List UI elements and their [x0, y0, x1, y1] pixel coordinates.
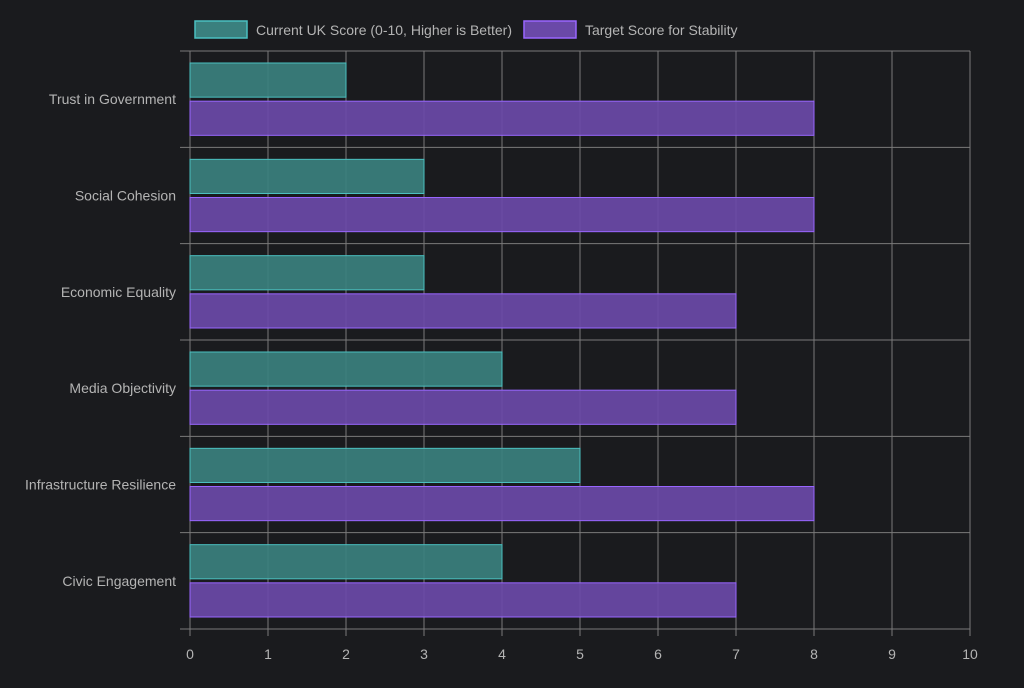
legend-swatch	[194, 20, 248, 39]
bar-target	[189, 582, 737, 618]
x-tick-label: 3	[420, 646, 428, 662]
x-tick-label: 2	[342, 646, 350, 662]
axis-labels: 0 1 2 3 4 5 6 7 8 9 10 Trust in Government Social Co…	[25, 91, 978, 662]
y-tick-label: Media Objectivity	[69, 380, 176, 396]
bar-current	[189, 62, 347, 98]
x-tick-label: 6	[654, 646, 662, 662]
x-tick-label: 9	[888, 646, 896, 662]
x-tick-label: 1	[264, 646, 272, 662]
bar-current	[189, 158, 425, 194]
legend-swatch	[523, 20, 577, 39]
bar-target	[189, 293, 737, 329]
y-tick-label: Trust in Government	[49, 91, 176, 107]
bars	[189, 62, 815, 618]
grid	[180, 50, 971, 636]
legend-label: Target Score for Stability	[585, 22, 738, 38]
x-tick-label: 0	[186, 646, 194, 662]
bar-target	[189, 486, 815, 522]
bar-current	[189, 447, 581, 484]
bar-target	[189, 100, 815, 136]
legend: Current UK Score (0-10, Higher is Better…	[194, 20, 738, 39]
x-tick-label: 5	[576, 646, 584, 662]
y-tick-label: Social Cohesion	[75, 188, 176, 204]
bar-target	[189, 197, 815, 233]
x-tick-label: 7	[732, 646, 740, 662]
bar-current	[189, 351, 503, 387]
x-tick-label: 8	[810, 646, 818, 662]
legend-label: Current UK Score (0-10, Higher is Better…	[256, 22, 512, 38]
bar-current	[189, 255, 425, 291]
bar-target	[189, 389, 737, 425]
y-tick-label: Civic Engagement	[62, 573, 176, 589]
y-tick-label: Infrastructure Resilience	[25, 477, 176, 493]
bar-current	[189, 544, 503, 580]
x-tick-label: 4	[498, 646, 506, 662]
x-tick-label: 10	[962, 646, 978, 662]
y-tick-label: Economic Equality	[61, 284, 176, 300]
